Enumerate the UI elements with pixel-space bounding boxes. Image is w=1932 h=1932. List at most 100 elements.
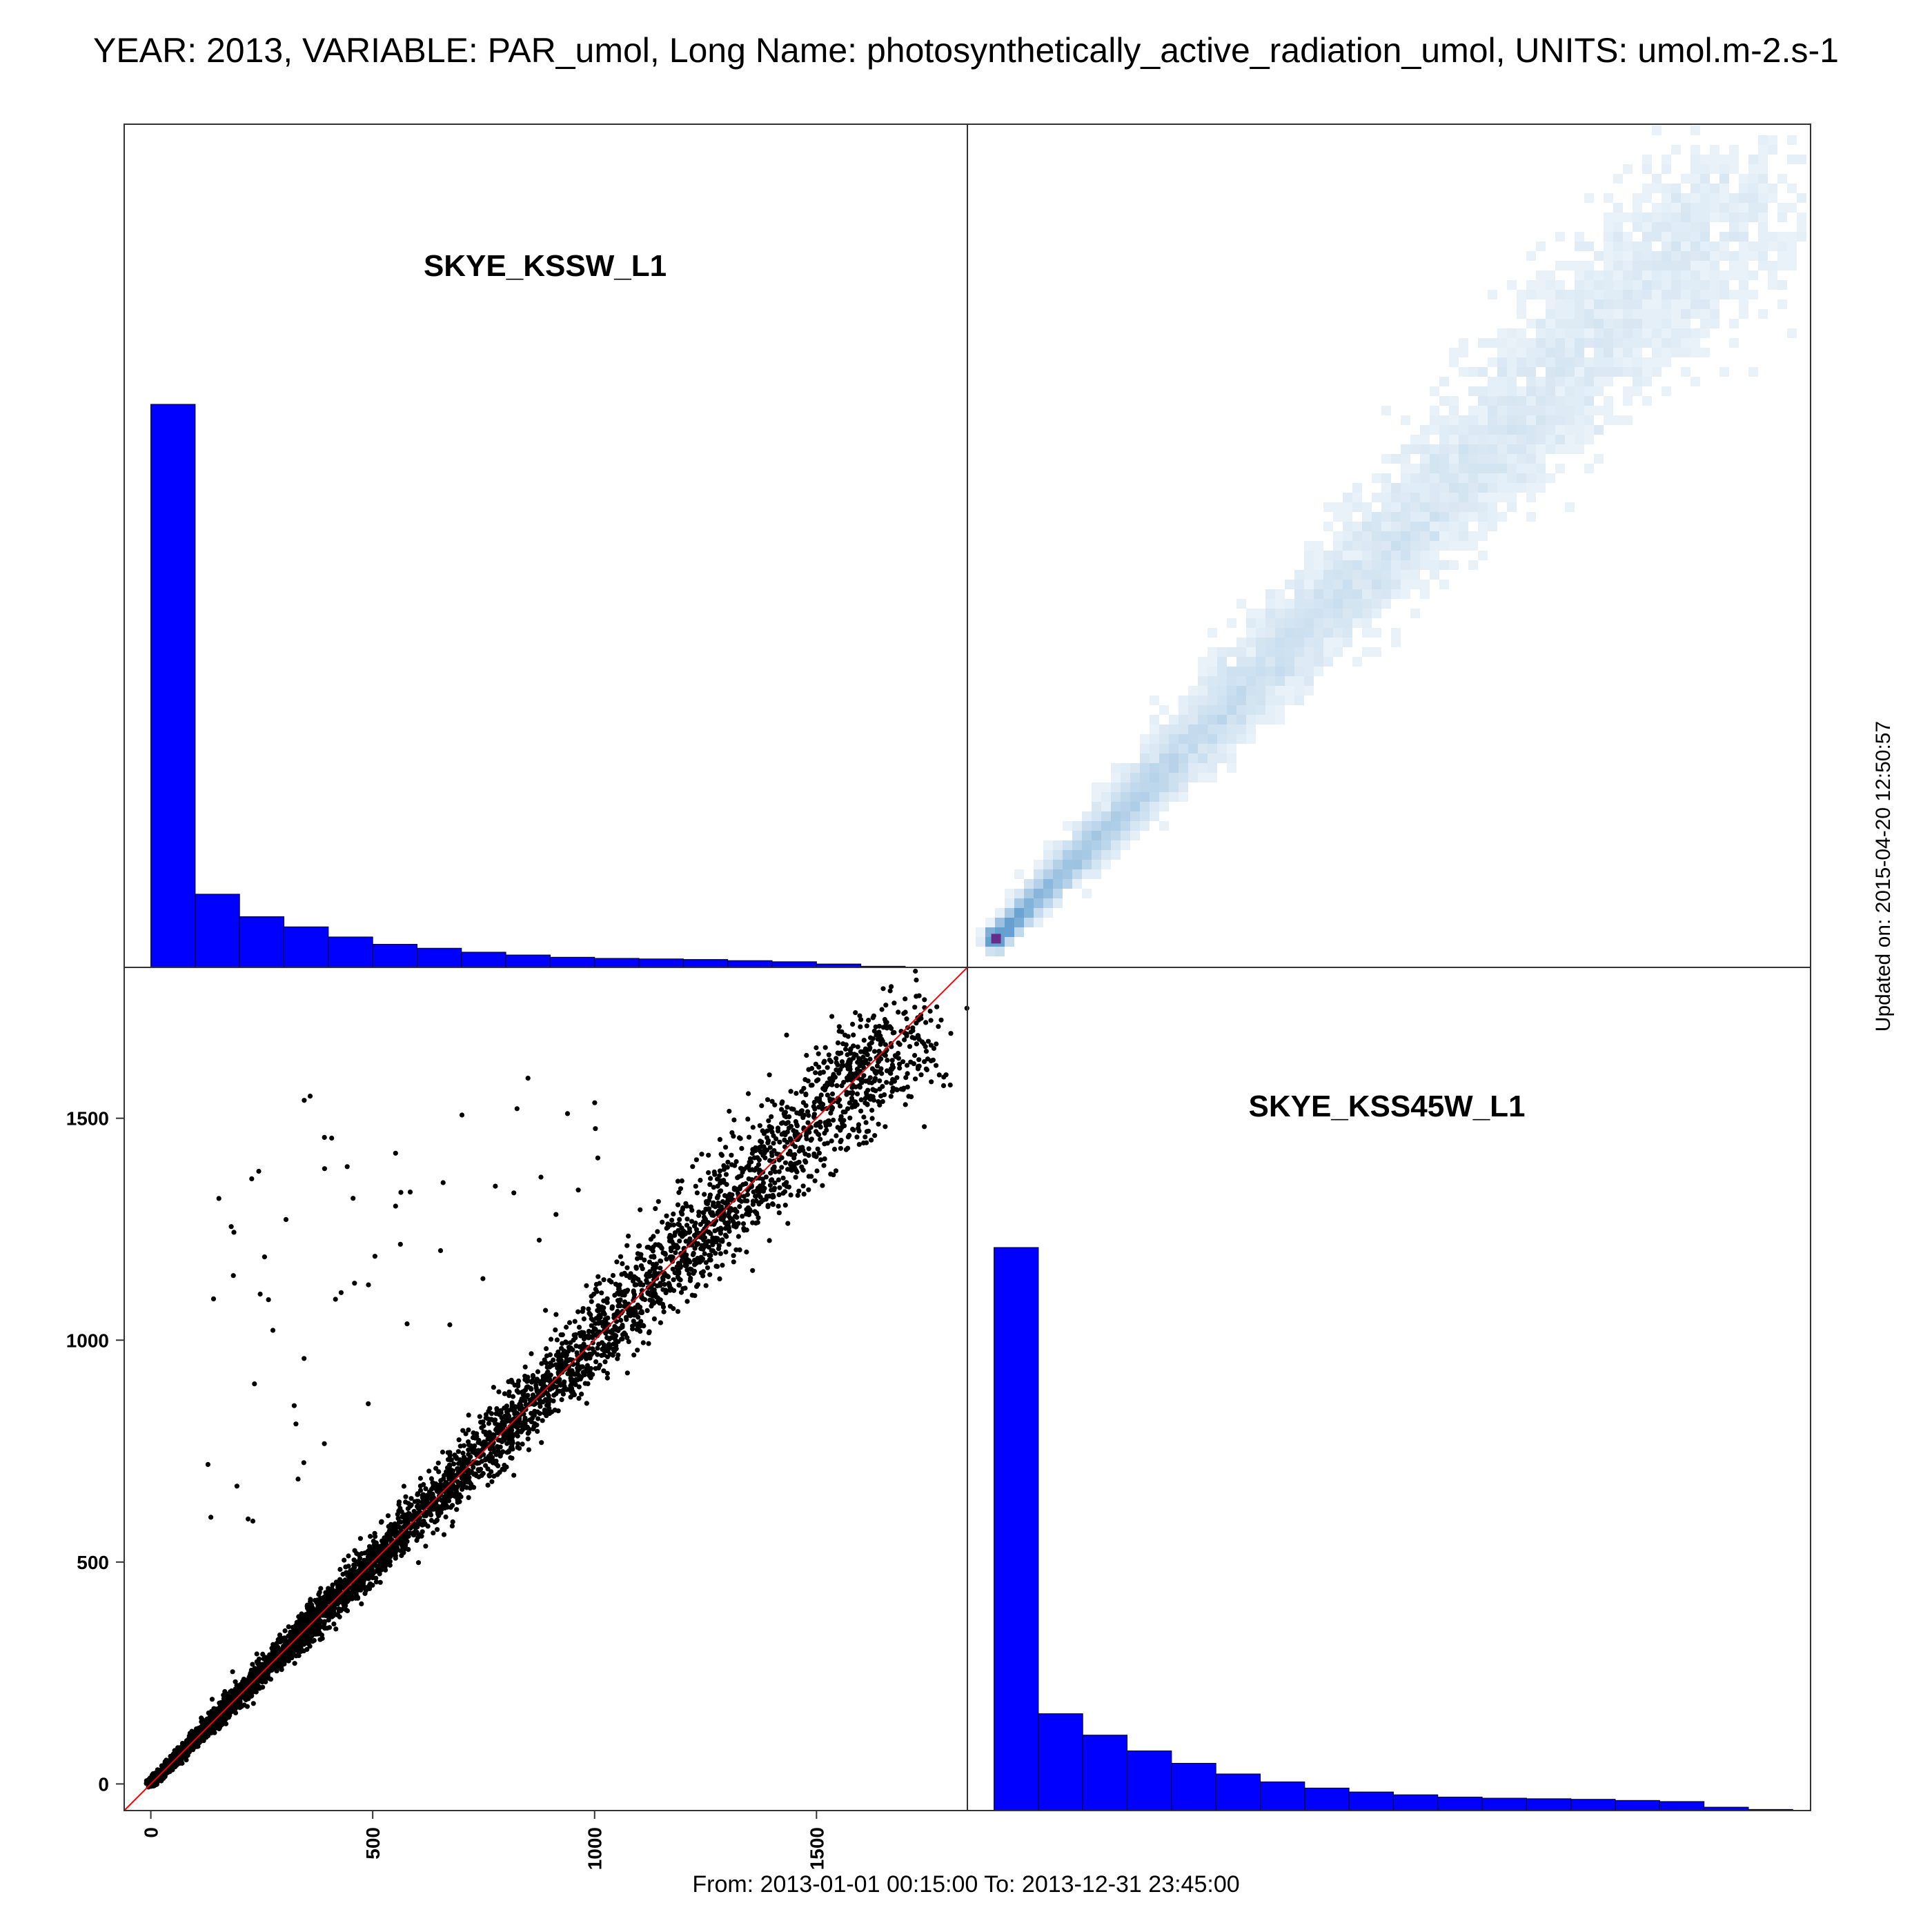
- density-cell: [1275, 618, 1285, 628]
- scatter-point: [435, 1505, 442, 1510]
- density-cell: [1208, 667, 1217, 676]
- density-cell: [1265, 638, 1275, 647]
- density-cell: [1642, 261, 1652, 270]
- scatter-point: [624, 1335, 630, 1341]
- density-cell: [1343, 599, 1352, 609]
- density-cell: [1758, 193, 1768, 203]
- density-cell: [1265, 599, 1275, 609]
- density-cell: [1517, 290, 1526, 299]
- density-cell: [1565, 290, 1575, 299]
- density-cell: [1111, 850, 1121, 860]
- scatter-point: [818, 1136, 823, 1142]
- density-cell: [1198, 715, 1208, 724]
- density-cell: [1652, 319, 1662, 328]
- density-cell: [1217, 705, 1227, 715]
- scatter-point: [318, 1586, 324, 1591]
- scatter-point: [250, 1662, 255, 1667]
- density-cell: [1063, 860, 1072, 869]
- scatter-point: [440, 1449, 446, 1455]
- density-cell: [1246, 657, 1256, 667]
- scatter-point: [825, 1065, 830, 1070]
- density-cell: [1613, 222, 1623, 232]
- density-cell: [1285, 599, 1294, 609]
- scatter-point: [579, 1391, 584, 1397]
- density-cell: [1739, 280, 1748, 290]
- scatter-point: [745, 1192, 750, 1197]
- density-cell: [1777, 174, 1787, 184]
- density-cell: [1362, 628, 1372, 638]
- density-cell: [1372, 473, 1381, 483]
- density-cell: [1024, 889, 1034, 898]
- density-cell: [1546, 270, 1555, 280]
- scatter-point: [811, 1099, 817, 1105]
- density-cell: [1362, 560, 1372, 570]
- density-cell: [1372, 570, 1381, 580]
- density-cell: [1468, 386, 1478, 396]
- scatter-point: [745, 1091, 751, 1096]
- density-cell: [1179, 705, 1188, 715]
- scatter-point: [840, 1110, 846, 1115]
- density-cell: [1372, 580, 1381, 589]
- density-cell: [1565, 319, 1575, 328]
- scatter-point: [845, 1106, 851, 1112]
- density-cell: [1604, 406, 1613, 415]
- density-cell: [1526, 435, 1536, 444]
- density-cell: [1063, 850, 1072, 860]
- density-cell: [1401, 454, 1410, 464]
- density-cell: [1633, 241, 1642, 251]
- density-cell: [1449, 512, 1459, 522]
- density-cell: [1208, 763, 1217, 773]
- density-cell: [1777, 232, 1787, 241]
- scatter-point: [466, 1412, 471, 1418]
- density-cell: [1381, 473, 1391, 483]
- density-cell: [1787, 251, 1797, 261]
- density-cell: [1719, 184, 1729, 193]
- scatter-point: [544, 1346, 549, 1352]
- density-cell: [1497, 348, 1507, 357]
- scatter-point: [684, 1299, 690, 1304]
- density-cell: [1439, 560, 1449, 570]
- density-cell: [1507, 280, 1517, 290]
- density-cell: [1565, 406, 1575, 415]
- density-cell: [1777, 203, 1787, 213]
- scatter-point: [576, 1325, 582, 1330]
- scatter-point: [901, 1011, 907, 1016]
- density-cell: [1623, 213, 1633, 222]
- density-cell: [1294, 618, 1304, 628]
- density-cell: [1604, 396, 1613, 406]
- density-cell: [1652, 222, 1662, 232]
- scatter-point: [506, 1389, 512, 1394]
- density-cell: [1082, 860, 1092, 869]
- density-cell: [1633, 309, 1642, 319]
- density-cell: [1208, 773, 1217, 782]
- density-cell: [1671, 193, 1681, 203]
- density-cell: [1420, 454, 1430, 464]
- density-cell: [1333, 531, 1343, 541]
- density-cell: [1101, 821, 1111, 831]
- scatter-point: [595, 1346, 600, 1351]
- density-cell: [1536, 415, 1546, 425]
- density-cell: [1208, 676, 1217, 686]
- density-cell: [1236, 667, 1246, 676]
- density-cell: [1256, 705, 1265, 715]
- scatter-point: [835, 1125, 840, 1130]
- density-cell: [1333, 647, 1343, 657]
- density-cell: [1681, 348, 1690, 357]
- density-cell: [1314, 551, 1323, 560]
- scatter-point: [838, 1050, 844, 1056]
- density-cell: [1671, 261, 1681, 270]
- density-cell: [1401, 589, 1410, 599]
- scatter-point: [676, 1190, 682, 1195]
- scatter-point: [765, 1135, 770, 1141]
- density-cell: [1565, 502, 1575, 512]
- density-cell: [1633, 203, 1642, 213]
- density-cell: [1604, 377, 1613, 386]
- density-cell: [1188, 744, 1198, 753]
- scatter-point: [654, 1294, 660, 1300]
- scatter-point: [908, 1029, 914, 1035]
- density-cell: [1575, 357, 1584, 367]
- scatter-point: [397, 1519, 402, 1525]
- scatter-point: [869, 1137, 874, 1143]
- density-cell: [1700, 348, 1710, 357]
- density-cell: [1671, 348, 1681, 357]
